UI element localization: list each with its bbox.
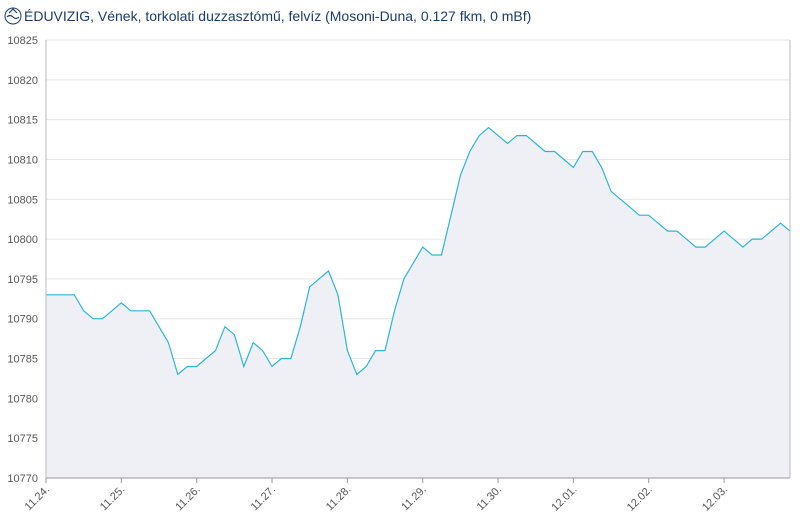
line [46,126,791,376]
y-tick-label: 10770 [7,473,38,485]
area [46,127,790,478]
y-tick-label: 10790 [7,314,38,326]
y-tick-label: 10805 [7,194,38,206]
chart-title: ÉDUVIZIG, Vének, torkolati duzzasztómű, … [24,8,531,24]
y-tick-label: 10810 [7,154,38,166]
y-tick-label: 10815 [7,115,38,127]
y-tick-label: 10785 [7,354,38,366]
y-tick-label: 10780 [7,393,38,405]
y-tick-label: 10820 [7,75,38,87]
logo [4,7,22,25]
y-tick-label: 10825 [7,35,38,47]
y-tick-label: 10795 [7,274,38,286]
y-tick-label: 10775 [7,433,38,445]
y-tick-label: 10800 [7,234,38,246]
